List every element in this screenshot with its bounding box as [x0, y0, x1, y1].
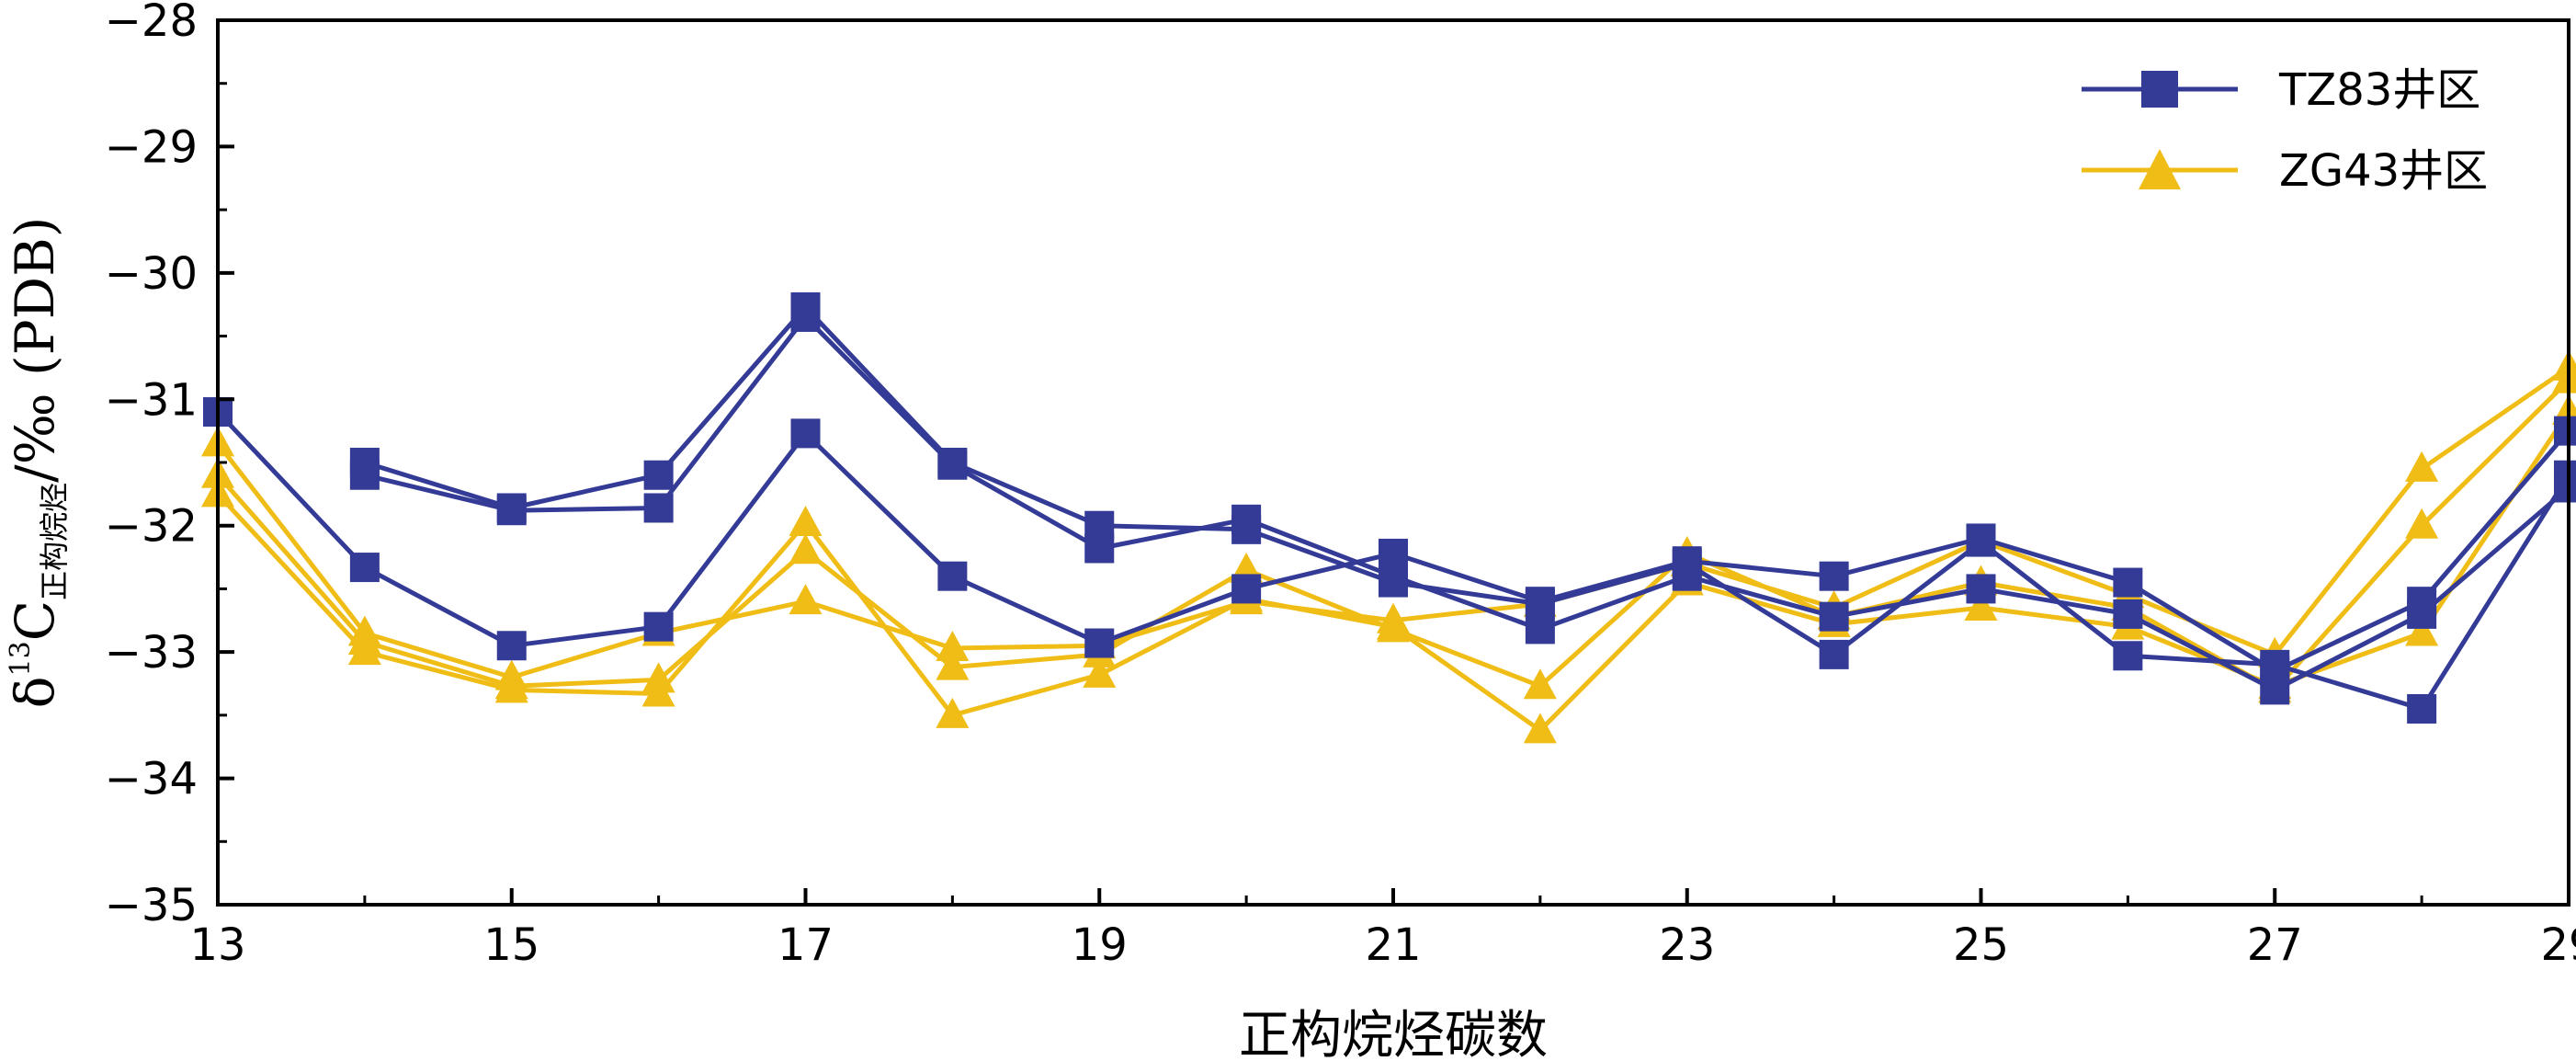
series-line — [364, 304, 2571, 712]
data-point-square — [1084, 628, 1115, 658]
x-tick-label: 17 — [777, 919, 834, 971]
x-tick-label: 25 — [1953, 919, 2009, 971]
x-tick-label: 23 — [1659, 919, 1715, 971]
legend-marker-triangle — [2139, 149, 2181, 189]
data-point-square — [1379, 561, 1408, 591]
y-tick-label: −28 — [105, 0, 198, 47]
series-line — [216, 378, 2570, 692]
y-axis-title-base: C — [4, 600, 66, 641]
y-axis-title: δ13C正构烷烃/‰ (PDB) — [4, 217, 72, 709]
data-point-square — [643, 611, 674, 642]
data-point-square — [2260, 649, 2290, 679]
y-tick-label: −33 — [105, 627, 198, 679]
data-point-square — [349, 553, 380, 583]
series-zg43-4 — [201, 362, 2576, 703]
data-point-square — [1231, 504, 1262, 534]
legend-label-tz83: TZ83井区 — [2278, 64, 2480, 116]
data-point-square — [1525, 588, 1555, 619]
data-point-square — [349, 460, 380, 490]
x-tick-label: 15 — [483, 919, 539, 971]
data-point-triangle — [1964, 590, 1998, 622]
legend-marker-square — [2141, 71, 2178, 108]
data-point-square — [1819, 601, 1849, 632]
data-point-square — [643, 460, 674, 490]
data-point-square — [1231, 574, 1262, 604]
x-tick-label: 29 — [2540, 919, 2576, 971]
plot-frame — [216, 18, 2570, 907]
data-point-square — [1084, 533, 1115, 564]
data-point-square — [937, 450, 968, 480]
data-point-square — [1672, 561, 1702, 591]
x-tick-label: 13 — [189, 919, 245, 971]
legend-item-tz83: TZ83井区 — [2082, 64, 2480, 116]
data-point-triangle — [1523, 713, 1557, 744]
data-point-triangle — [2405, 508, 2439, 539]
y-tick-label: −31 — [105, 374, 198, 426]
data-point-triangle — [789, 584, 823, 615]
y-tick-label: −34 — [105, 754, 198, 805]
data-point-triangle — [1377, 609, 1410, 640]
data-point-square — [1966, 574, 1996, 604]
data-point-triangle — [936, 697, 970, 728]
data-point-square — [496, 631, 527, 661]
data-point-triangle — [789, 505, 823, 536]
x-tick-label: 21 — [1365, 919, 1421, 971]
y-tick-label: −30 — [105, 248, 198, 300]
data-point-triangle — [936, 649, 970, 680]
axes-layer: 13 15 17 19 21 23 25 27 29 −28 −29 −30 −31 −32 −33 −34 −… — [105, 0, 2576, 971]
x-tick-label: 27 — [2247, 919, 2303, 971]
y-axis-title-superscript: 13 — [5, 641, 37, 676]
data-point-square — [2407, 693, 2437, 724]
data-point-square — [2113, 599, 2143, 629]
data-point-triangle — [347, 634, 381, 666]
x-axis-title: 正构烷烃碳数 — [1239, 1006, 1548, 1061]
data-point-square — [1819, 561, 1849, 591]
y-axis-title-prefix: δ — [4, 676, 66, 708]
data-point-triangle — [789, 533, 823, 565]
data-point-square — [643, 493, 674, 523]
legend-label-zg43: ZG43井区 — [2279, 145, 2488, 197]
data-point-square — [2113, 567, 2143, 598]
data-point-triangle — [1523, 668, 1557, 700]
data-point-triangle — [1083, 656, 1117, 688]
data-point-square — [1966, 527, 1996, 557]
data-point-triangle — [494, 672, 528, 703]
data-point-square — [790, 418, 821, 449]
series-tz83-2 — [349, 302, 2576, 705]
data-point-square — [2407, 599, 2437, 629]
series-tz83-0 — [203, 397, 2576, 686]
series-line — [364, 314, 2570, 692]
data-point-triangle — [936, 631, 970, 662]
data-point-square — [496, 496, 527, 526]
legend-item-zg43: ZG43井区 — [2082, 145, 2488, 197]
series-layer — [201, 291, 2576, 744]
data-point-square — [2554, 473, 2576, 503]
legend: TZ83井区 ZG43井区 — [2082, 64, 2488, 197]
data-point-square — [937, 561, 968, 591]
data-point-triangle — [2405, 615, 2439, 646]
data-point-square — [1819, 639, 1849, 669]
data-point-square — [2113, 641, 2143, 671]
data-point-square — [1525, 614, 1555, 645]
y-tick-label: −29 — [105, 121, 198, 173]
y-tick-label: −32 — [105, 501, 198, 553]
y-axis-title-suffix: /‰ (PDB) — [4, 217, 66, 483]
y-axis-title-subscript: 正构烷烃 — [37, 483, 72, 600]
data-point-triangle — [2405, 451, 2439, 482]
data-point-square — [790, 302, 821, 332]
y-tick-label: −35 — [105, 880, 198, 931]
x-tick-label: 19 — [1072, 919, 1128, 971]
data-point-square — [2554, 416, 2576, 446]
data-point-square — [2260, 675, 2290, 705]
data-point-triangle — [641, 676, 675, 707]
